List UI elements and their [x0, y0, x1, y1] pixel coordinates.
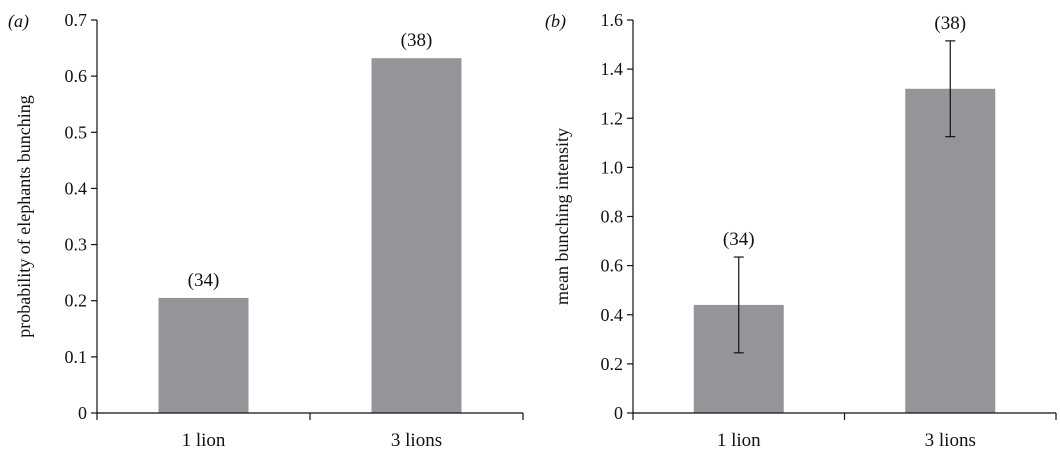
y-tick-label: 0.2 — [65, 291, 88, 311]
y-tick-label: 0 — [614, 403, 623, 423]
y-tick-label: 1.2 — [601, 108, 624, 128]
y-tick-label: 0.3 — [65, 235, 88, 255]
y-tick-label: 1.6 — [601, 10, 624, 30]
y-tick-label: 0.5 — [65, 122, 88, 142]
y-axis-title: probability of elephants bunching — [14, 95, 34, 337]
error-bar-b-2 — [945, 40, 956, 138]
y-tick-label: 0 — [78, 403, 87, 423]
x-tick-label: 1 lion — [182, 430, 226, 451]
y-tick-label: 0.4 — [65, 178, 88, 198]
data-label-a-2: (38) — [401, 30, 433, 51]
y-tick-label: 0.7 — [65, 10, 88, 30]
data-label-b-2: (38) — [934, 13, 966, 34]
y-tick-label: 0.6 — [65, 66, 88, 86]
chart-panel-a: (34) (38) 0 0.1 0.2 0.3 0.4 0.5 0.6 0.7 1 lion 3 li… — [8, 10, 524, 451]
panel-label: (a) — [8, 11, 29, 32]
panel-label: (b) — [545, 11, 566, 32]
y-tick-label: 0.1 — [65, 347, 88, 367]
y-tick-label: 0.8 — [601, 207, 624, 227]
y-tick-label: 0.6 — [601, 256, 624, 276]
x-tick-label: 3 lions — [391, 430, 442, 451]
bar-a-2 — [371, 58, 462, 413]
y-tick-label: 0.4 — [601, 305, 624, 325]
y-axis-title: mean bunching intensity — [552, 128, 572, 305]
bar-b-2 — [905, 88, 996, 414]
bar-a-1 — [158, 297, 249, 413]
error-bar-b-1 — [733, 256, 744, 354]
data-label-b-1: (34) — [723, 229, 755, 250]
x-tick-label: 3 lions — [925, 430, 976, 451]
chart-panel-b: (34) (38) 0 0.2 0.4 0.6 0.8 1.0 1.2 1.4 1.6 1 lion 3… — [545, 10, 1057, 451]
x-tick-label: 1 lion — [717, 430, 761, 451]
y-tick-label: 1.0 — [601, 157, 624, 177]
data-label-a-1: (34) — [188, 270, 220, 291]
y-tick-label: 0.2 — [601, 354, 624, 374]
y-tick-label: 1.4 — [601, 59, 624, 79]
